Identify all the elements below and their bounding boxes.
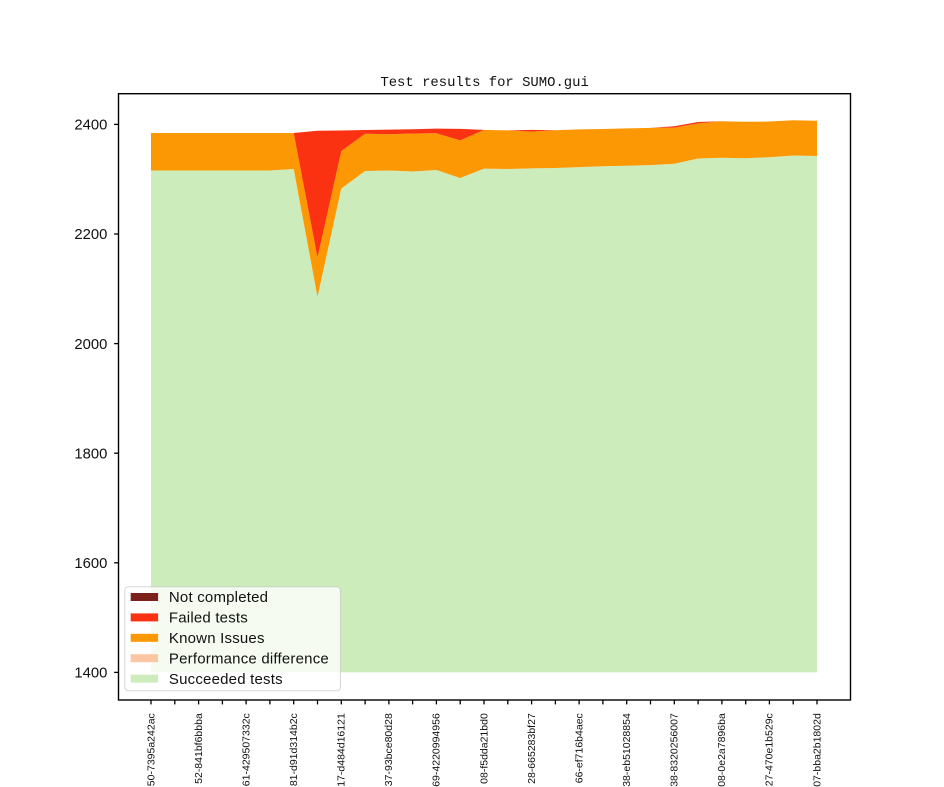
- svg-text:37-93bce80d28: 37-93bce80d28: [383, 713, 395, 786]
- svg-text:2400: 2400: [74, 118, 107, 134]
- svg-text:Test results for SUMO.gui: Test results for SUMO.gui: [380, 75, 588, 91]
- svg-text:17-d484d16121: 17-d484d16121: [336, 713, 348, 787]
- svg-text:Performance difference: Performance difference: [169, 650, 329, 667]
- svg-text:Failed tests: Failed tests: [169, 610, 248, 627]
- svg-text:27-470e1b529c: 27-470e1b529c: [764, 713, 776, 786]
- svg-text:81-d91d314b2c: 81-d91d314b2c: [288, 713, 300, 786]
- svg-text:Known Issues: Known Issues: [169, 630, 265, 647]
- svg-text:2000: 2000: [74, 337, 107, 353]
- svg-text:07-bba2b1802d: 07-bba2b1802d: [811, 713, 823, 787]
- svg-text:52-841bf6bbba: 52-841bf6bbba: [193, 713, 205, 784]
- svg-text:50-7395a242ac: 50-7395a242ac: [145, 713, 157, 786]
- svg-text:1600: 1600: [74, 556, 107, 572]
- svg-text:28-665283bf27: 28-665283bf27: [526, 713, 538, 784]
- svg-text:66-ef716b4aec: 66-ef716b4aec: [573, 713, 585, 783]
- svg-text:61-429507332c: 61-429507332c: [240, 713, 252, 786]
- svg-text:69-4220994956: 69-4220994956: [431, 713, 443, 787]
- svg-text:38-8320256007: 38-8320256007: [669, 713, 681, 787]
- svg-text:2200: 2200: [74, 227, 107, 243]
- svg-text:38-eb51028854: 38-eb51028854: [621, 713, 633, 787]
- svg-text:1800: 1800: [74, 446, 107, 462]
- svg-text:08-0e2a7896ba: 08-0e2a7896ba: [716, 713, 728, 787]
- svg-text:Not completed: Not completed: [169, 589, 268, 606]
- svg-text:Succeeded tests: Succeeded tests: [169, 671, 283, 688]
- svg-text:08-f5dda21bd0: 08-f5dda21bd0: [478, 713, 490, 784]
- svg-text:1400: 1400: [74, 666, 107, 682]
